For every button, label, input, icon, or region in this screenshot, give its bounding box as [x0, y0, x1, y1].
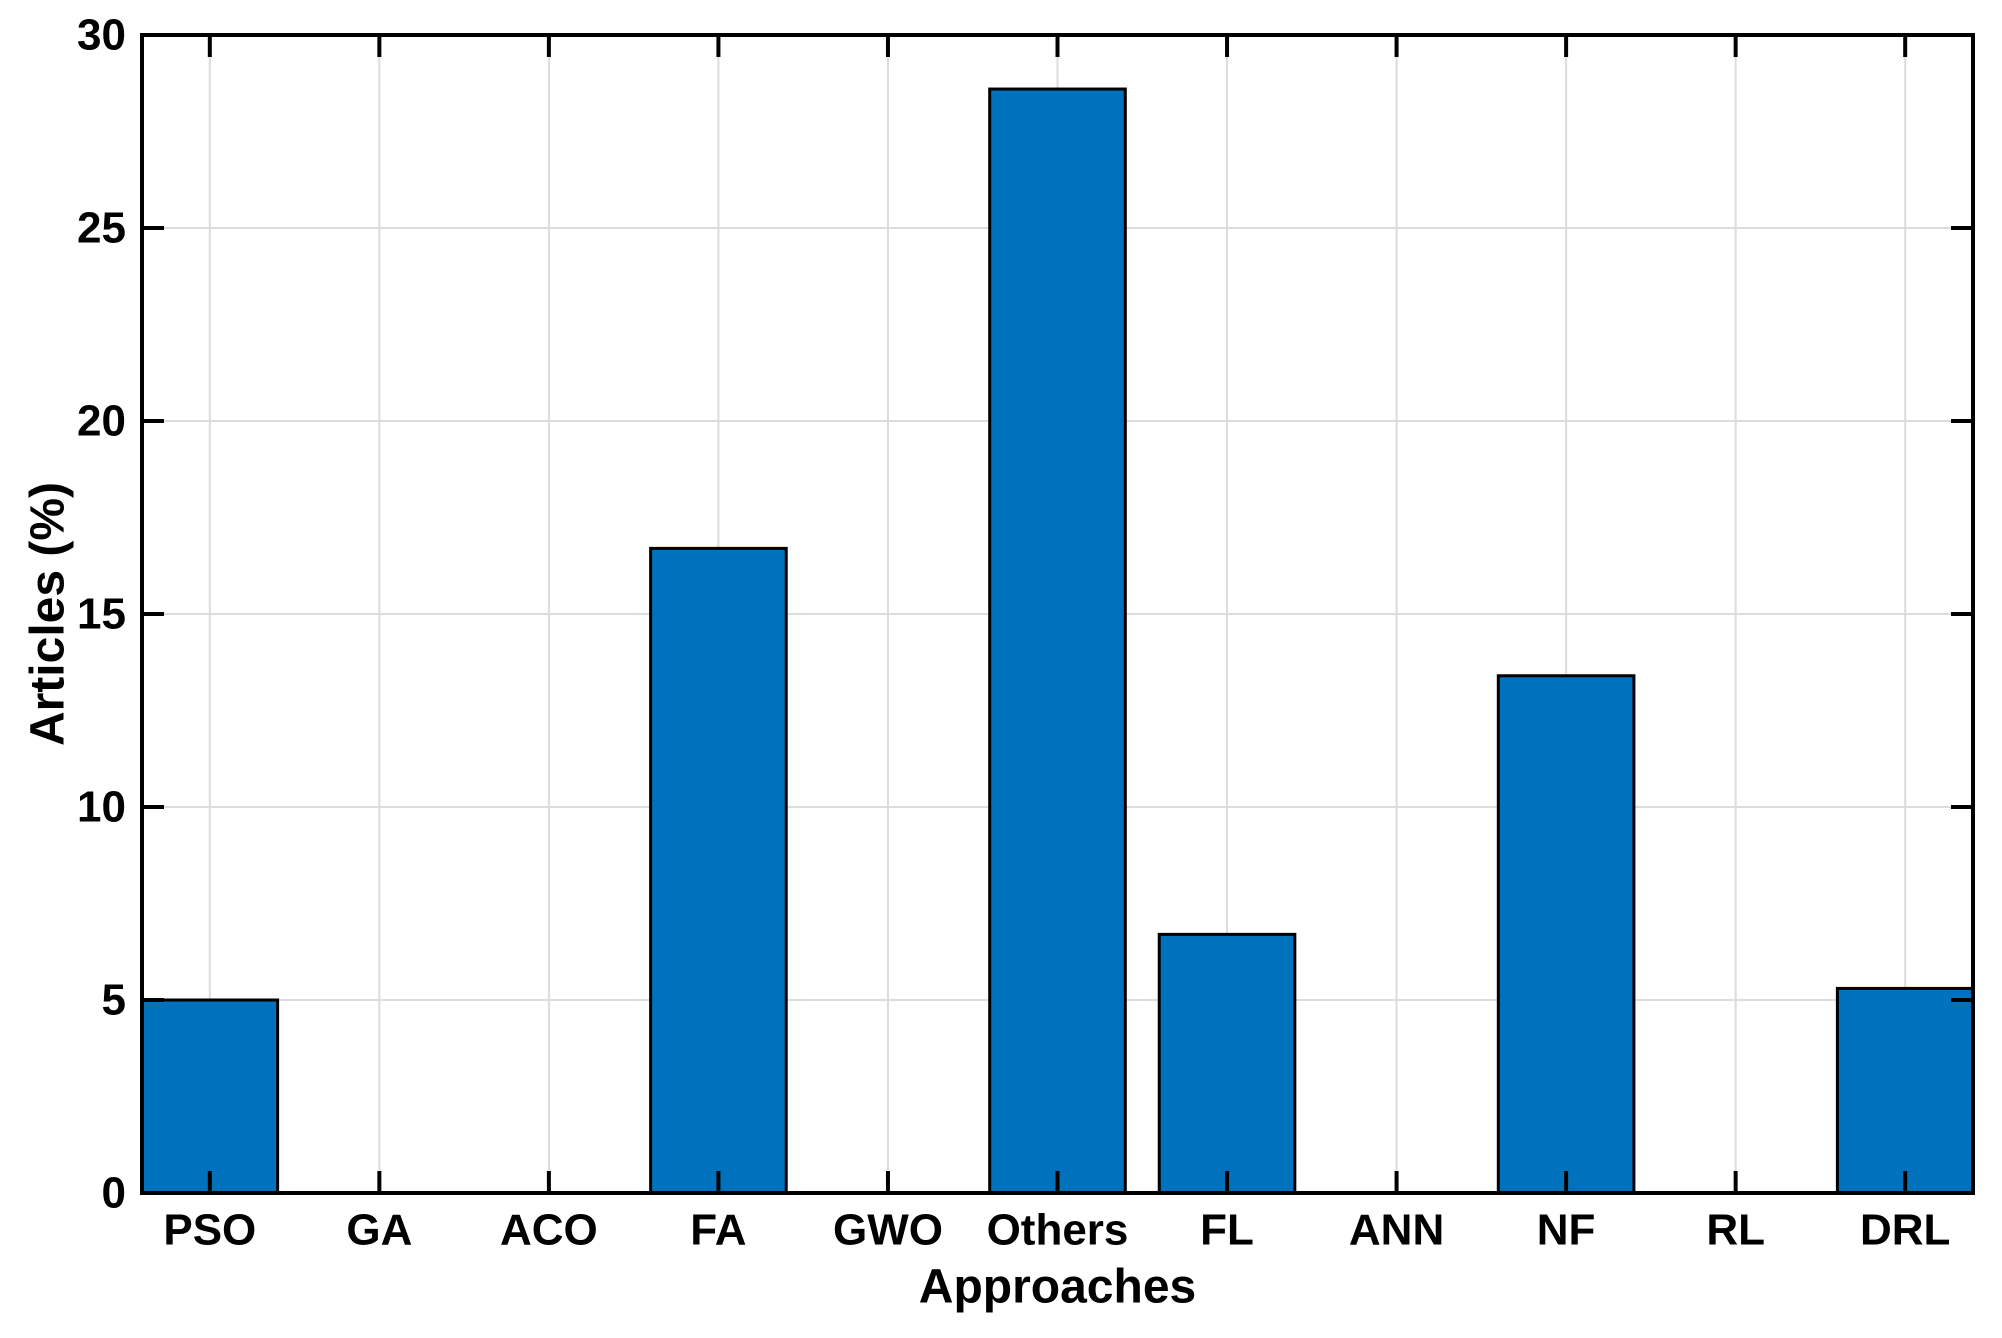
bar-nf: [1496, 674, 1636, 1195]
x-tick-label-drl: DRL: [1860, 1206, 1950, 1255]
y-tick-label-0: 0: [102, 1169, 126, 1218]
y-tick-label-30: 30: [77, 11, 126, 60]
bar-drl: [1835, 986, 1975, 1195]
bar-pso: [140, 998, 280, 1195]
x-tick-label-fl: FL: [1200, 1206, 1254, 1255]
x-tick-label-ga: GA: [346, 1206, 412, 1255]
y-tick-label-15: 15: [77, 590, 126, 639]
y-axis-label: Articles (%): [22, 482, 75, 746]
x-tick-label-others: Others: [987, 1206, 1129, 1255]
y-tick-label-20: 20: [77, 397, 126, 446]
y-tick-label-10: 10: [77, 783, 126, 832]
bar-fl: [1157, 932, 1297, 1195]
x-tick-label-pso: PSO: [163, 1206, 256, 1255]
x-tick-label-ann: ANN: [1349, 1206, 1444, 1255]
x-tick-label-gwo: GWO: [833, 1206, 943, 1255]
y-tick-label-25: 25: [77, 204, 126, 253]
tick-marks: [142, 33, 1973, 1195]
x-tick-label-fa: FA: [690, 1206, 746, 1255]
bar-fa: [649, 546, 788, 1195]
x-tick-label-nf: NF: [1537, 1206, 1596, 1255]
x-tick-label-aco: ACO: [500, 1206, 598, 1255]
x-axis-label: Approaches: [919, 1261, 1196, 1314]
y-tick-label-5: 5: [102, 976, 126, 1025]
bars: [140, 87, 1975, 1195]
tick-labels: 0 5 10 15 20 25 30 PSO GA ACO FA GWO Others FL ANN NF RL…: [77, 11, 1950, 1255]
bar-others: [988, 87, 1127, 1195]
x-tick-label-rl: RL: [1706, 1206, 1765, 1255]
